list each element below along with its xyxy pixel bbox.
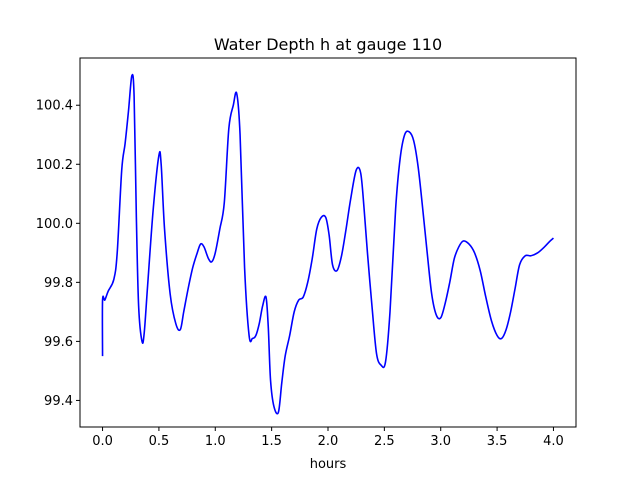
x-axis: 0.0 0.5 1.0 1.5 2.0 2.5 3.0 3.5 4.0 — [92, 427, 564, 449]
x-tick-label: 1.0 — [205, 434, 226, 449]
x-tick-label: 3.0 — [430, 434, 451, 449]
y-axis: 99.4 99.6 99.8 100.0 100.2 100.4 — [36, 99, 80, 409]
x-tick-label: 1.5 — [261, 434, 282, 449]
x-axis-label: hours — [310, 457, 347, 472]
water-depth-line — [101, 73, 554, 415]
x-tick-label: 0.0 — [92, 434, 113, 449]
y-tick-label: 99.8 — [44, 276, 73, 291]
x-tick-label: 2.0 — [318, 434, 339, 449]
x-tick-label: 0.5 — [149, 434, 170, 449]
x-tick-label: 3.5 — [487, 434, 508, 449]
y-tick-label: 100.2 — [36, 158, 73, 173]
y-tick-label: 100.0 — [36, 217, 73, 232]
plot-area — [101, 73, 554, 415]
y-tick-label: 99.6 — [44, 335, 73, 350]
y-tick-label: 99.4 — [44, 394, 73, 409]
axes-frame — [79, 57, 577, 428]
y-tick-label: 100.4 — [36, 99, 73, 114]
x-tick-label: 2.5 — [374, 434, 395, 449]
x-tick-label: 4.0 — [543, 434, 564, 449]
chart-title: Water Depth h at gauge 110 — [214, 35, 442, 54]
